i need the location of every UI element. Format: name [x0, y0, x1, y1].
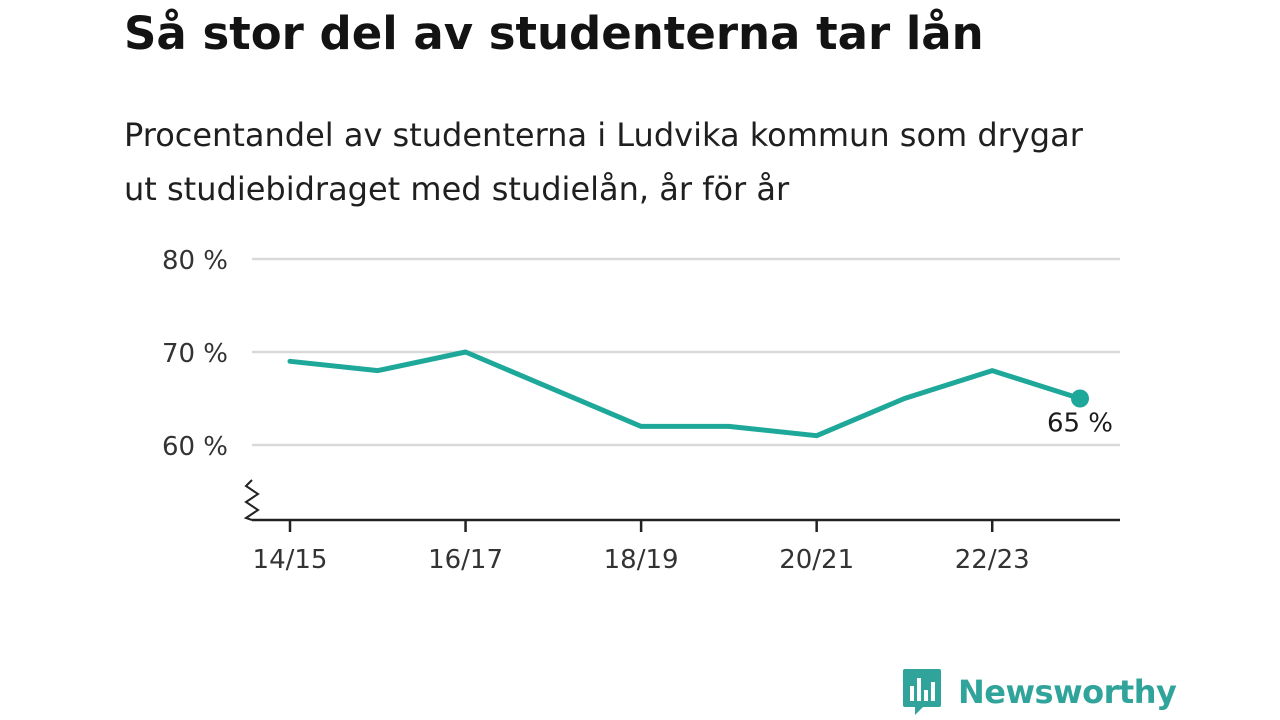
y-tick-label: 70 %: [162, 339, 228, 369]
x-axis: [243, 479, 1120, 532]
end-value-label: 65 %: [1047, 409, 1113, 439]
bar-chart-speech-bubble-icon: [903, 669, 941, 715]
y-tick-label: 60 %: [162, 432, 228, 462]
end-point-marker: [1071, 389, 1089, 408]
x-tick-label: 20/21: [779, 545, 854, 575]
series: [287, 349, 1089, 439]
chart-subtitle: Procentandel av studenterna i Ludvika ko…: [124, 116, 1083, 208]
y-axis-labels: 60 % 70 % 80 %: [162, 246, 228, 462]
chart-title: Så stor del av studenterna tar lån: [124, 7, 984, 60]
axis-break-icon: [243, 479, 260, 521]
x-tick-label: 22/23: [955, 545, 1030, 575]
x-axis-labels: 14/15 16/17 18/19 20/21 22/23: [253, 545, 1030, 575]
x-tick-label: 14/15: [253, 545, 328, 575]
grid-lines: [252, 257, 1120, 447]
newsworthy-logo: Newsworthy: [902, 669, 1177, 715]
brand-name: Newsworthy: [958, 673, 1177, 711]
data-labels: 65 %: [1047, 409, 1113, 439]
x-tick-label: 18/19: [604, 545, 679, 575]
x-tick-label: 16/17: [428, 545, 503, 575]
y-tick-label: 80 %: [162, 246, 228, 276]
series-line: [287, 349, 1083, 439]
